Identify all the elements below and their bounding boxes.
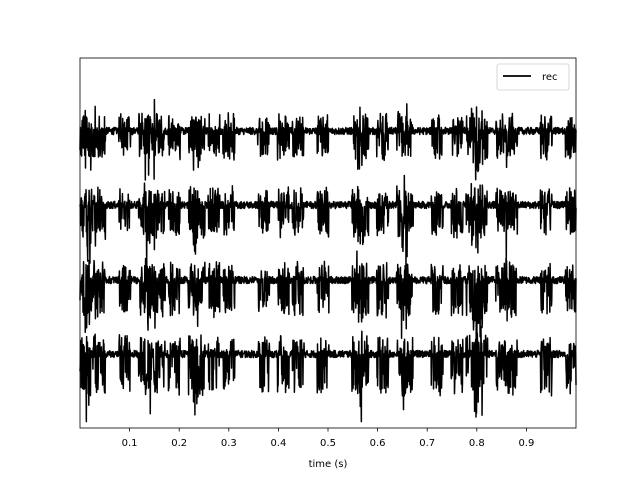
trace-line-2: [79, 174, 577, 268]
plot-area: [79, 57, 577, 429]
x-tick-label: 0.5: [320, 438, 336, 449]
x-tick-label: 0.4: [270, 438, 286, 449]
x-tick-label: 0.9: [518, 438, 534, 449]
trace-line-4: [79, 311, 577, 423]
x-tick-label: 0.7: [419, 438, 435, 449]
trace-line-3: [79, 250, 577, 352]
legend-entry-rec: rec: [542, 72, 558, 83]
x-tick-label: 0.2: [171, 438, 187, 449]
signal-traces: [79, 98, 577, 423]
legend-box: [496, 63, 570, 91]
legend: rec: [496, 63, 570, 91]
trace-line-1: [79, 98, 577, 181]
x-tick-label: 0.8: [469, 438, 485, 449]
x-tick-label: 0.3: [221, 438, 237, 449]
x-axis-label: time (s): [309, 459, 348, 470]
x-tick-label: 0.1: [122, 438, 138, 449]
x-tick-label: 0.6: [370, 438, 386, 449]
x-axis-ticks: 0.1 0.2 0.3 0.4 0.5 0.6 0.7 0.8 0.9: [122, 428, 534, 449]
